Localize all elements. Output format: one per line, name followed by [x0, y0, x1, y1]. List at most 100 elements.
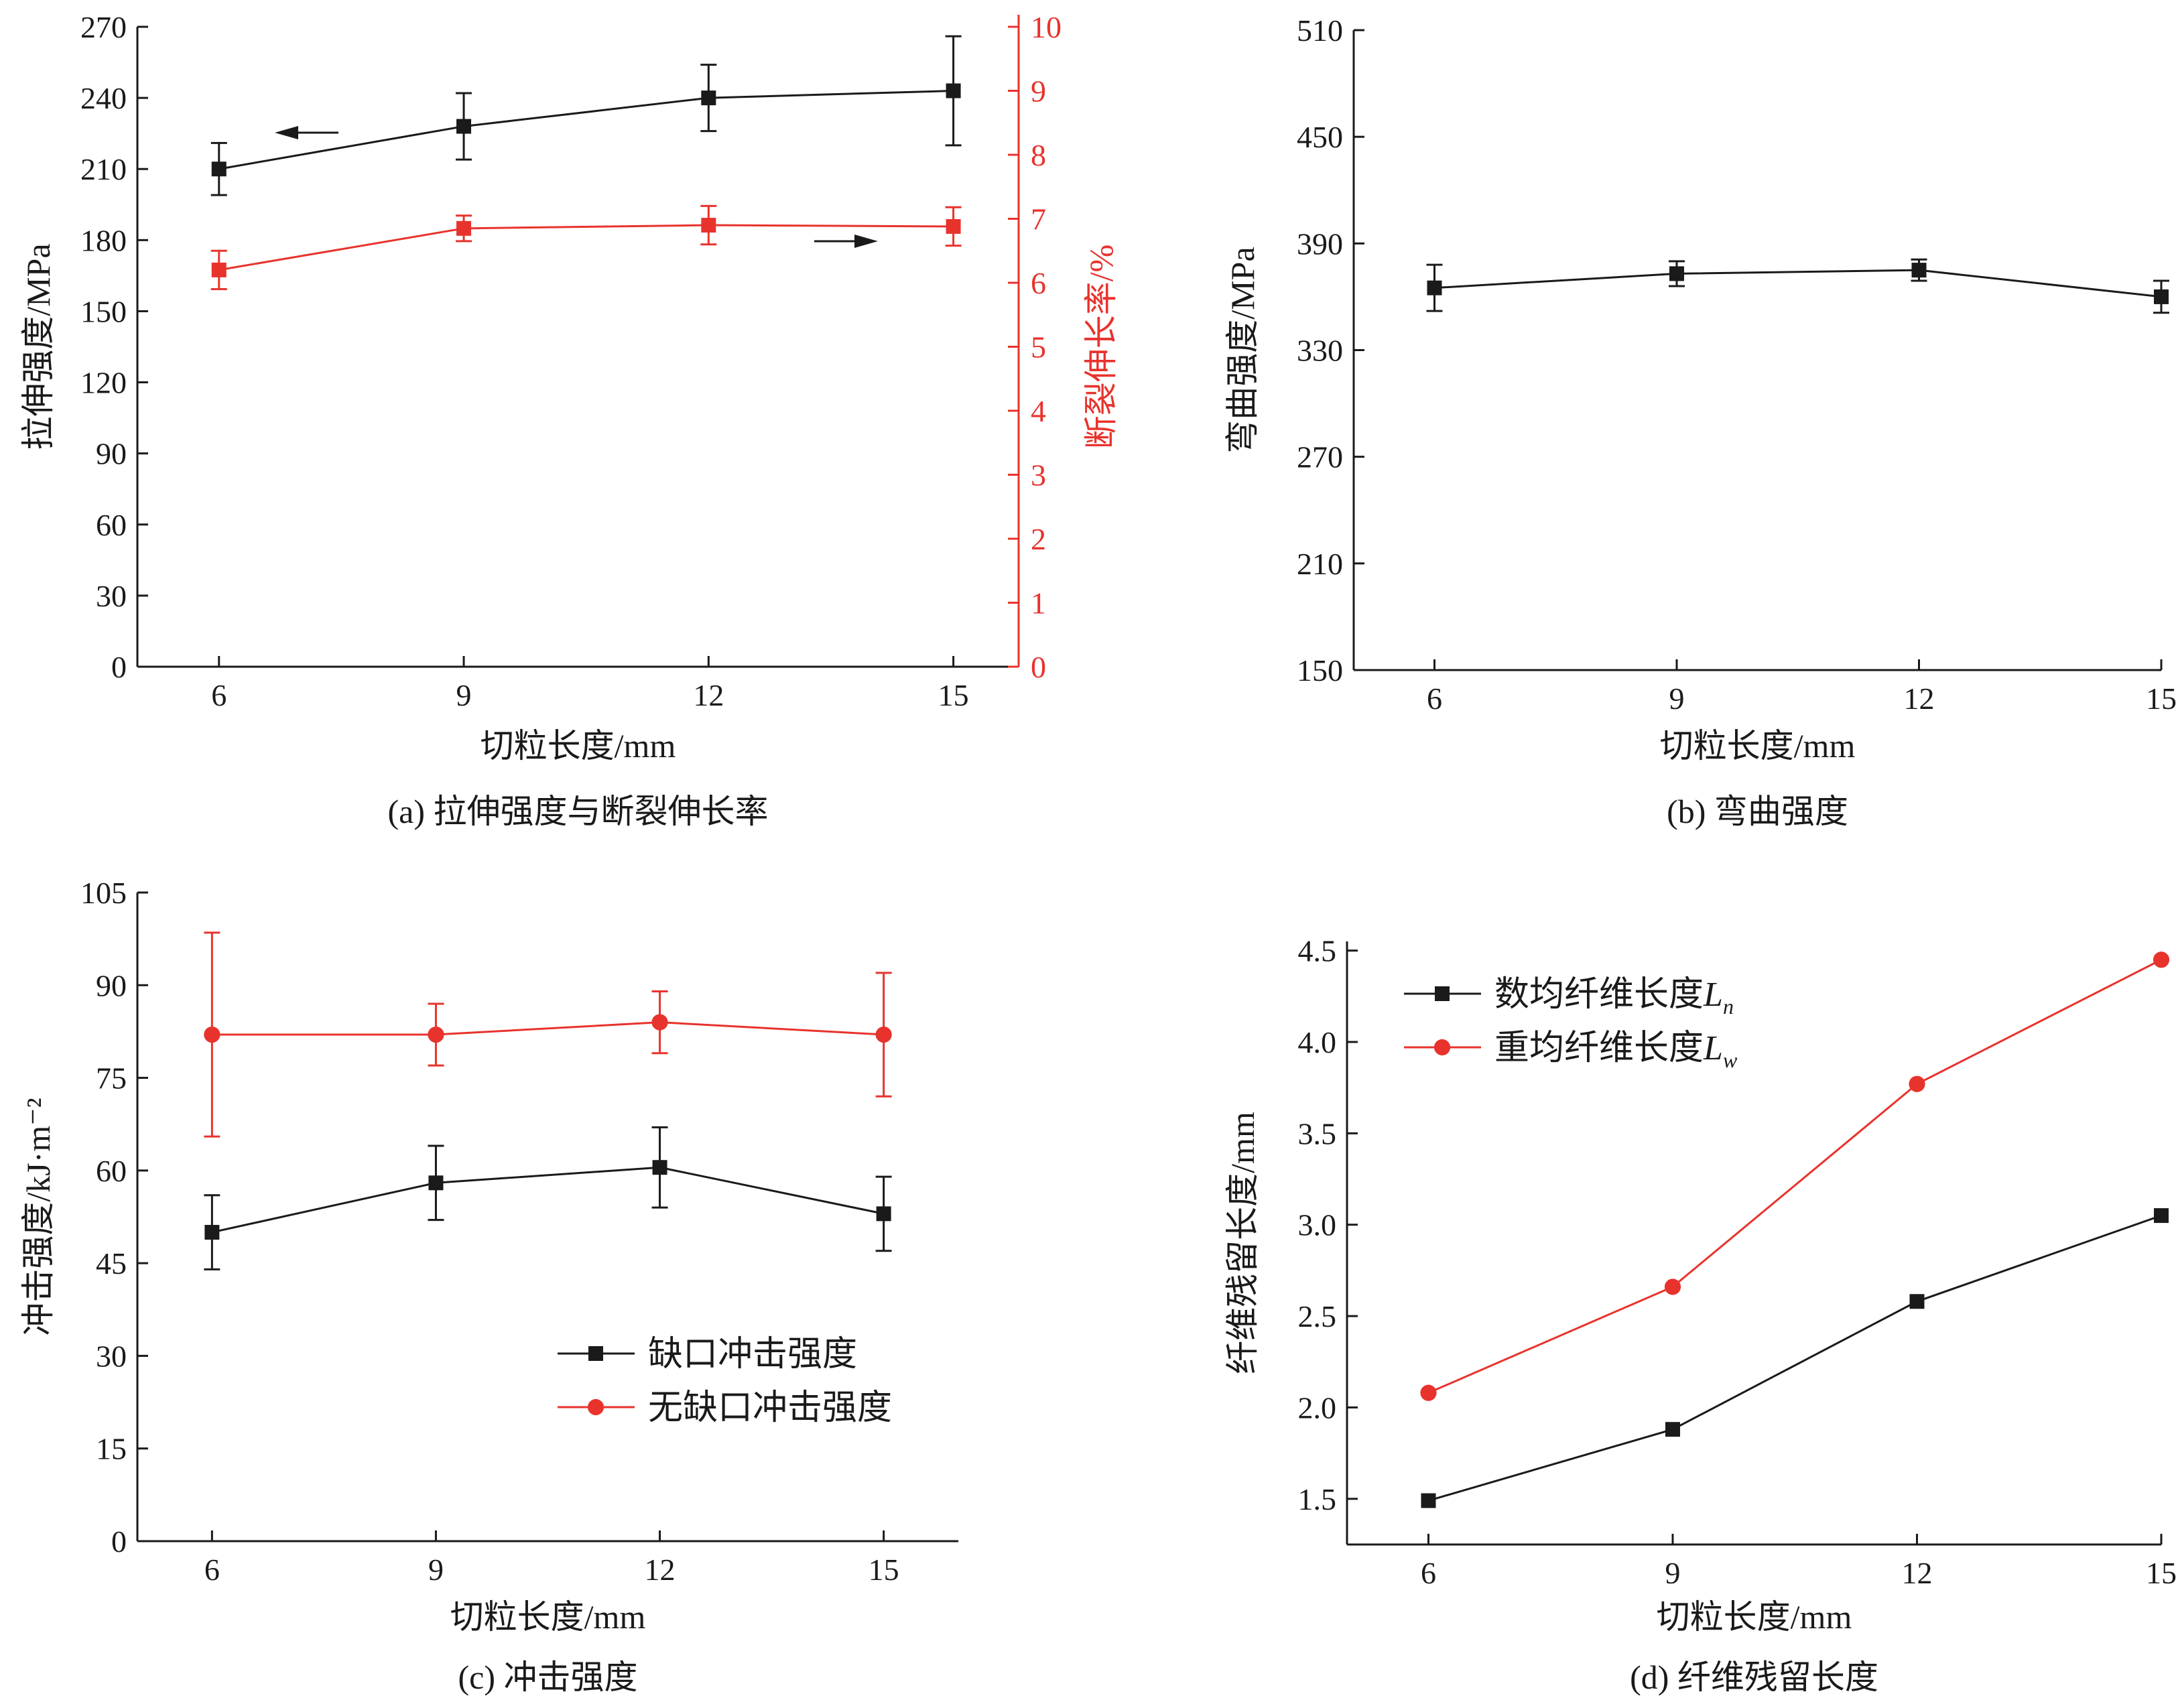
series-line-d-0 [1428, 1214, 2162, 1502]
legend-name: 数均纤维长度 [1494, 976, 1704, 1014]
x-tick-label-b: 15 [2146, 681, 2176, 716]
legend-marker-c [587, 1398, 604, 1416]
series-line-a-0 [218, 90, 954, 170]
legend-name: 重均纤维长度 [1494, 1029, 1704, 1067]
x-tick-label-c: 12 [645, 1553, 676, 1587]
data-point-c-1 [428, 1026, 444, 1043]
legend-symbol: L [1703, 1029, 1723, 1067]
data-point-d-0 [2154, 1208, 2169, 1224]
x-axis-label-c: 切粒长度/mm [450, 1598, 646, 1636]
y-tick-label-a: 150 [80, 294, 127, 328]
y-tick-label-b: 330 [1297, 334, 1343, 368]
caption-b: (b) 弯曲强度 [1667, 793, 1848, 830]
legend-label-d: 数均纤维长度Ln [1494, 976, 1734, 1019]
x-tick-label-b: 9 [1669, 681, 1685, 716]
series-line-a-1 [218, 224, 954, 271]
x-tick-label-a: 15 [938, 678, 969, 712]
data-point-a-1 [946, 218, 961, 234]
data-point-a-0 [946, 83, 961, 98]
caption-c: (c) 冲击强度 [458, 1658, 638, 1696]
data-point-d-1 [1664, 1278, 1681, 1295]
y2-tick-label-a: 2 [1031, 522, 1046, 556]
x-axis-label-a: 切粒长度/mm [481, 727, 676, 765]
y2-tick-label-a: 7 [1031, 202, 1046, 237]
legend-label-d: 重均纤维长度Lw [1494, 1029, 1738, 1072]
y2-tick-label-a: 8 [1031, 138, 1046, 172]
y-tick-label-a: 0 [111, 650, 127, 684]
y-tick-label-a: 180 [80, 223, 127, 257]
data-point-a-0 [211, 161, 227, 177]
y-tick-label-c: 105 [80, 876, 127, 910]
y-axis-label-a: 拉伸强度/MPa [19, 243, 57, 450]
y-tick-label-d: 2.5 [1298, 1299, 1337, 1333]
x-tick-label-d: 6 [1421, 1556, 1436, 1590]
data-point-c-0 [652, 1160, 667, 1175]
legend-subscript: n [1723, 994, 1734, 1019]
data-point-d-1 [2153, 951, 2170, 968]
x-tick-label-a: 6 [211, 678, 227, 712]
data-point-b-0 [1911, 263, 1927, 278]
legend-subscript: w [1723, 1048, 1738, 1072]
x-tick-label-c: 6 [204, 1553, 220, 1587]
y-tick-label-d: 3.5 [1298, 1116, 1337, 1151]
y2-tick-label-a: 9 [1031, 74, 1046, 109]
data-point-c-0 [204, 1225, 220, 1240]
y2-tick-label-a: 6 [1031, 266, 1046, 300]
y-tick-label-a: 120 [80, 366, 127, 400]
y-axis-label-b: 弯曲强度/MPa [1224, 247, 1261, 453]
data-point-b-0 [1669, 266, 1684, 281]
y2-tick-label-a: 5 [1031, 330, 1046, 365]
data-point-a-1 [211, 262, 227, 277]
x-tick-label-d: 15 [2146, 1556, 2176, 1590]
y2-tick-label-a: 3 [1031, 458, 1046, 492]
series-line-c-0 [212, 1166, 884, 1234]
y-tick-label-c: 30 [96, 1339, 127, 1373]
x-tick-label-d: 12 [1902, 1556, 1933, 1590]
data-point-c-1 [204, 1026, 220, 1043]
data-point-d-0 [1421, 1493, 1436, 1508]
data-point-b-0 [1427, 280, 1442, 295]
y2-tick-label-a: 1 [1031, 586, 1046, 620]
series-line-d-1 [1427, 958, 2162, 1394]
data-point-c-1 [875, 1026, 892, 1043]
x-tick-label-a: 9 [456, 678, 472, 712]
data-point-d-1 [1909, 1075, 1925, 1092]
data-point-c-1 [651, 1014, 668, 1031]
x-tick-label-d: 9 [1665, 1556, 1681, 1590]
x-tick-label-b: 6 [1427, 681, 1442, 716]
legend-name: 无缺口冲击强度 [648, 1389, 892, 1427]
y-tick-label-d: 4.5 [1298, 934, 1337, 968]
y-tick-label-c: 60 [96, 1154, 127, 1188]
y-tick-label-b: 210 [1297, 547, 1343, 581]
y-tick-label-c: 75 [96, 1061, 127, 1096]
caption-a: (a) 拉伸强度与断裂伸长率 [388, 793, 769, 830]
data-point-a-1 [701, 218, 716, 233]
y-tick-label-a: 210 [80, 152, 127, 186]
data-point-a-1 [456, 220, 472, 236]
y-tick-label-a: 240 [80, 81, 127, 115]
data-point-c-0 [876, 1206, 891, 1222]
y-tick-label-c: 45 [96, 1246, 127, 1280]
x-tick-label-a: 12 [693, 678, 724, 712]
legend-name: 缺口冲击强度 [648, 1335, 857, 1374]
y-tick-label-b: 390 [1297, 226, 1343, 261]
x-axis-label-b: 切粒长度/mm [1660, 727, 1856, 765]
data-point-d-1 [1420, 1384, 1437, 1401]
data-point-c-0 [428, 1175, 444, 1191]
x-axis-label-d: 切粒长度/mm [1657, 1598, 1852, 1636]
y-tick-label-a: 60 [96, 508, 127, 542]
y-tick-label-b: 510 [1297, 13, 1343, 48]
arrow-right-series-head [854, 235, 878, 248]
y-tick-label-a: 90 [96, 437, 127, 471]
y-tick-label-b: 150 [1297, 653, 1343, 687]
x-tick-label-b: 12 [1904, 681, 1935, 716]
y-tick-label-a: 270 [80, 10, 127, 44]
y-tick-label-d: 1.5 [1298, 1482, 1337, 1516]
legend-marker-c [588, 1346, 603, 1361]
data-point-a-0 [701, 90, 716, 106]
y2-tick-label-a: 10 [1031, 10, 1062, 44]
data-point-d-0 [1909, 1294, 1925, 1309]
y-tick-label-d: 2.0 [1298, 1390, 1337, 1425]
y-axis-label-c: 冲击强度/kJ·m⁻² [19, 1098, 57, 1335]
y-axis-label-d: 纤维残留长度/mm [1224, 1112, 1261, 1374]
